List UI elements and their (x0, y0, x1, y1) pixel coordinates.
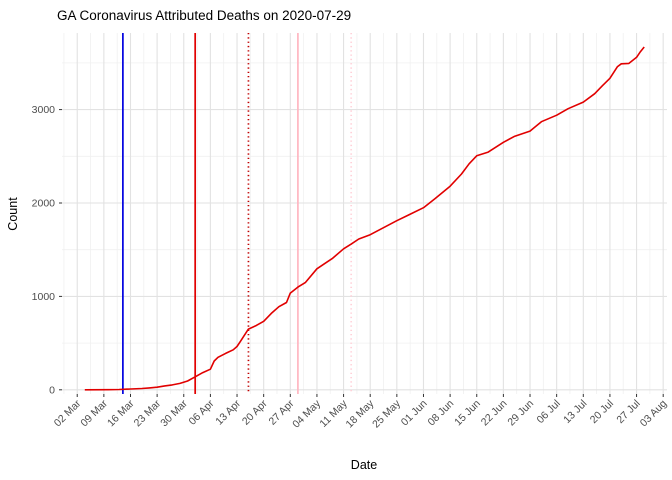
x-tick-label: 09 Mar (78, 397, 110, 429)
x-tick-label: 06 Apr (187, 397, 217, 427)
y-tick-label: 2000 (32, 197, 56, 209)
y-tick-label: 0 (49, 384, 55, 396)
x-tick-label: 25 May (370, 397, 403, 430)
x-tick-label: 18 May (343, 397, 376, 430)
x-axis-title: Date (351, 458, 377, 472)
x-tick-label: 16 Mar (105, 397, 137, 429)
y-axis-title: Count (6, 197, 20, 231)
x-tick-label: 23 Mar (132, 397, 164, 429)
x-tick-label: 22 Jun (479, 398, 510, 429)
x-tick-label: 01 Jun (399, 398, 430, 429)
x-tick-label: 06 Jul (534, 398, 562, 426)
x-tick-label: 04 May (290, 397, 323, 430)
x-tick-label: 13 Apr (213, 397, 243, 427)
x-tick-label: 20 Apr (240, 397, 270, 427)
x-tick-label: 02 Mar (52, 397, 84, 429)
x-tick-label: 29 Jun (505, 398, 536, 429)
chart-title: GA Coronavirus Attributed Deaths on 2020… (57, 8, 351, 23)
x-tick-label: 08 Jun (425, 398, 456, 429)
y-tick-label: 1000 (32, 291, 56, 303)
x-tick-label: 20 Jul (588, 398, 616, 426)
data-line-cumulative-deaths (84, 46, 645, 391)
x-tick-label: 13 Jul (561, 398, 589, 426)
y-tick-label: 3000 (32, 104, 56, 116)
x-tick-label: 03 Aug (638, 398, 670, 430)
x-tick-label: 30 Mar (158, 397, 190, 429)
x-tick-label: 15 Jun (452, 398, 483, 429)
